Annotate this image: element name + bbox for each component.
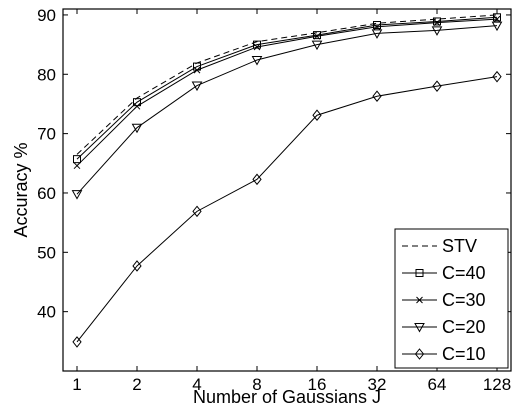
x-tick-label: 2 bbox=[132, 375, 141, 394]
data-point-x bbox=[493, 15, 501, 23]
legend-label: C=20 bbox=[442, 317, 486, 337]
x-marker-stroke bbox=[133, 102, 141, 110]
legend-label: C=40 bbox=[442, 263, 486, 283]
data-point-square bbox=[253, 40, 261, 49]
x-marker-stroke bbox=[73, 162, 81, 170]
x-marker-stroke bbox=[373, 23, 381, 31]
series-c-10 bbox=[72, 70, 502, 348]
data-point-x bbox=[193, 66, 201, 74]
series-line bbox=[76, 76, 498, 343]
y-tick-label: 50 bbox=[37, 243, 56, 262]
data-point-triangle-down bbox=[431, 26, 443, 36]
legend-marker bbox=[414, 323, 425, 333]
y-tick-label: 60 bbox=[37, 184, 56, 203]
x-tick-label: 128 bbox=[483, 375, 511, 394]
y-tick-label: 70 bbox=[37, 125, 56, 144]
legend-item: C=30 bbox=[402, 290, 486, 310]
x-tick-label: 1 bbox=[72, 375, 81, 394]
y-axis-label: Accuracy % bbox=[11, 142, 31, 237]
data-point-triangle-down bbox=[311, 40, 323, 51]
x-tick-label: 8 bbox=[252, 375, 261, 394]
x-marker-stroke bbox=[416, 296, 423, 304]
legend-label: STV bbox=[442, 236, 477, 256]
series-line bbox=[76, 25, 498, 195]
series-line bbox=[76, 16, 498, 160]
data-point-diamond bbox=[312, 109, 322, 122]
legend-marker bbox=[414, 348, 425, 360]
data-point-triangle-down bbox=[491, 21, 503, 32]
data-point-x bbox=[373, 23, 381, 31]
series-c-40 bbox=[73, 13, 501, 164]
data-point-triangle-down bbox=[251, 56, 263, 66]
data-point-square bbox=[493, 13, 501, 22]
x-tick-label: 64 bbox=[428, 375, 447, 394]
x-marker-stroke bbox=[313, 32, 321, 40]
y-tick-label: 40 bbox=[37, 303, 56, 322]
legend: STV C=40 C=30 C=20 C=10 bbox=[394, 228, 509, 369]
series-c-20 bbox=[71, 21, 503, 200]
data-point-x bbox=[73, 162, 81, 170]
data-point-x bbox=[253, 43, 261, 51]
legend-box bbox=[394, 228, 509, 369]
x-marker-stroke bbox=[193, 66, 201, 74]
data-point-diamond bbox=[252, 173, 262, 186]
data-point-x bbox=[433, 19, 441, 27]
series-stv bbox=[76, 14, 498, 155]
legend-item: C=10 bbox=[402, 344, 486, 364]
x-tick-label: 32 bbox=[368, 375, 387, 394]
series-line bbox=[76, 14, 498, 155]
data-point-diamond bbox=[492, 70, 502, 83]
legend-item: STV bbox=[402, 236, 477, 256]
data-point-x bbox=[133, 102, 141, 110]
x-marker-stroke bbox=[493, 15, 501, 23]
data-point-square bbox=[373, 21, 381, 30]
data-point-triangle-down bbox=[191, 81, 203, 92]
series-c-30 bbox=[73, 15, 501, 170]
y-axis-ticks: 40 50 60 70 80 90 bbox=[37, 6, 511, 322]
legend-item: C=40 bbox=[402, 263, 486, 283]
data-point-diamond bbox=[192, 205, 202, 218]
x-tick-label: 16 bbox=[308, 375, 327, 394]
data-point-x bbox=[313, 32, 321, 40]
x-axis-label: Number of Gaussians J bbox=[193, 387, 381, 407]
legend-label: C=30 bbox=[442, 290, 486, 310]
x-tick-label: 4 bbox=[192, 375, 201, 394]
legend-marker bbox=[415, 269, 424, 277]
y-tick-label: 90 bbox=[37, 6, 56, 25]
legend-marker bbox=[416, 296, 423, 304]
x-marker-stroke bbox=[253, 43, 261, 51]
data-point-triangle-down bbox=[371, 29, 383, 39]
legend-label: C=10 bbox=[442, 344, 486, 364]
data-point-square bbox=[313, 31, 321, 40]
data-point-triangle-down bbox=[71, 190, 83, 200]
y-tick-label: 80 bbox=[37, 65, 56, 84]
series-layer bbox=[71, 13, 503, 348]
series-line bbox=[76, 18, 498, 167]
data-point-diamond bbox=[372, 90, 382, 103]
x-marker-stroke bbox=[433, 19, 441, 27]
x-axis-ticks: 1 2 4 8 16 32 64 128 bbox=[72, 9, 511, 394]
data-point-diamond bbox=[72, 336, 82, 348]
data-point-diamond bbox=[132, 260, 142, 272]
data-point-diamond bbox=[432, 80, 442, 92]
data-point-triangle-down bbox=[131, 123, 143, 134]
legend-item: C=20 bbox=[402, 317, 486, 337]
data-point-square bbox=[73, 155, 81, 164]
data-point-square bbox=[433, 17, 441, 26]
